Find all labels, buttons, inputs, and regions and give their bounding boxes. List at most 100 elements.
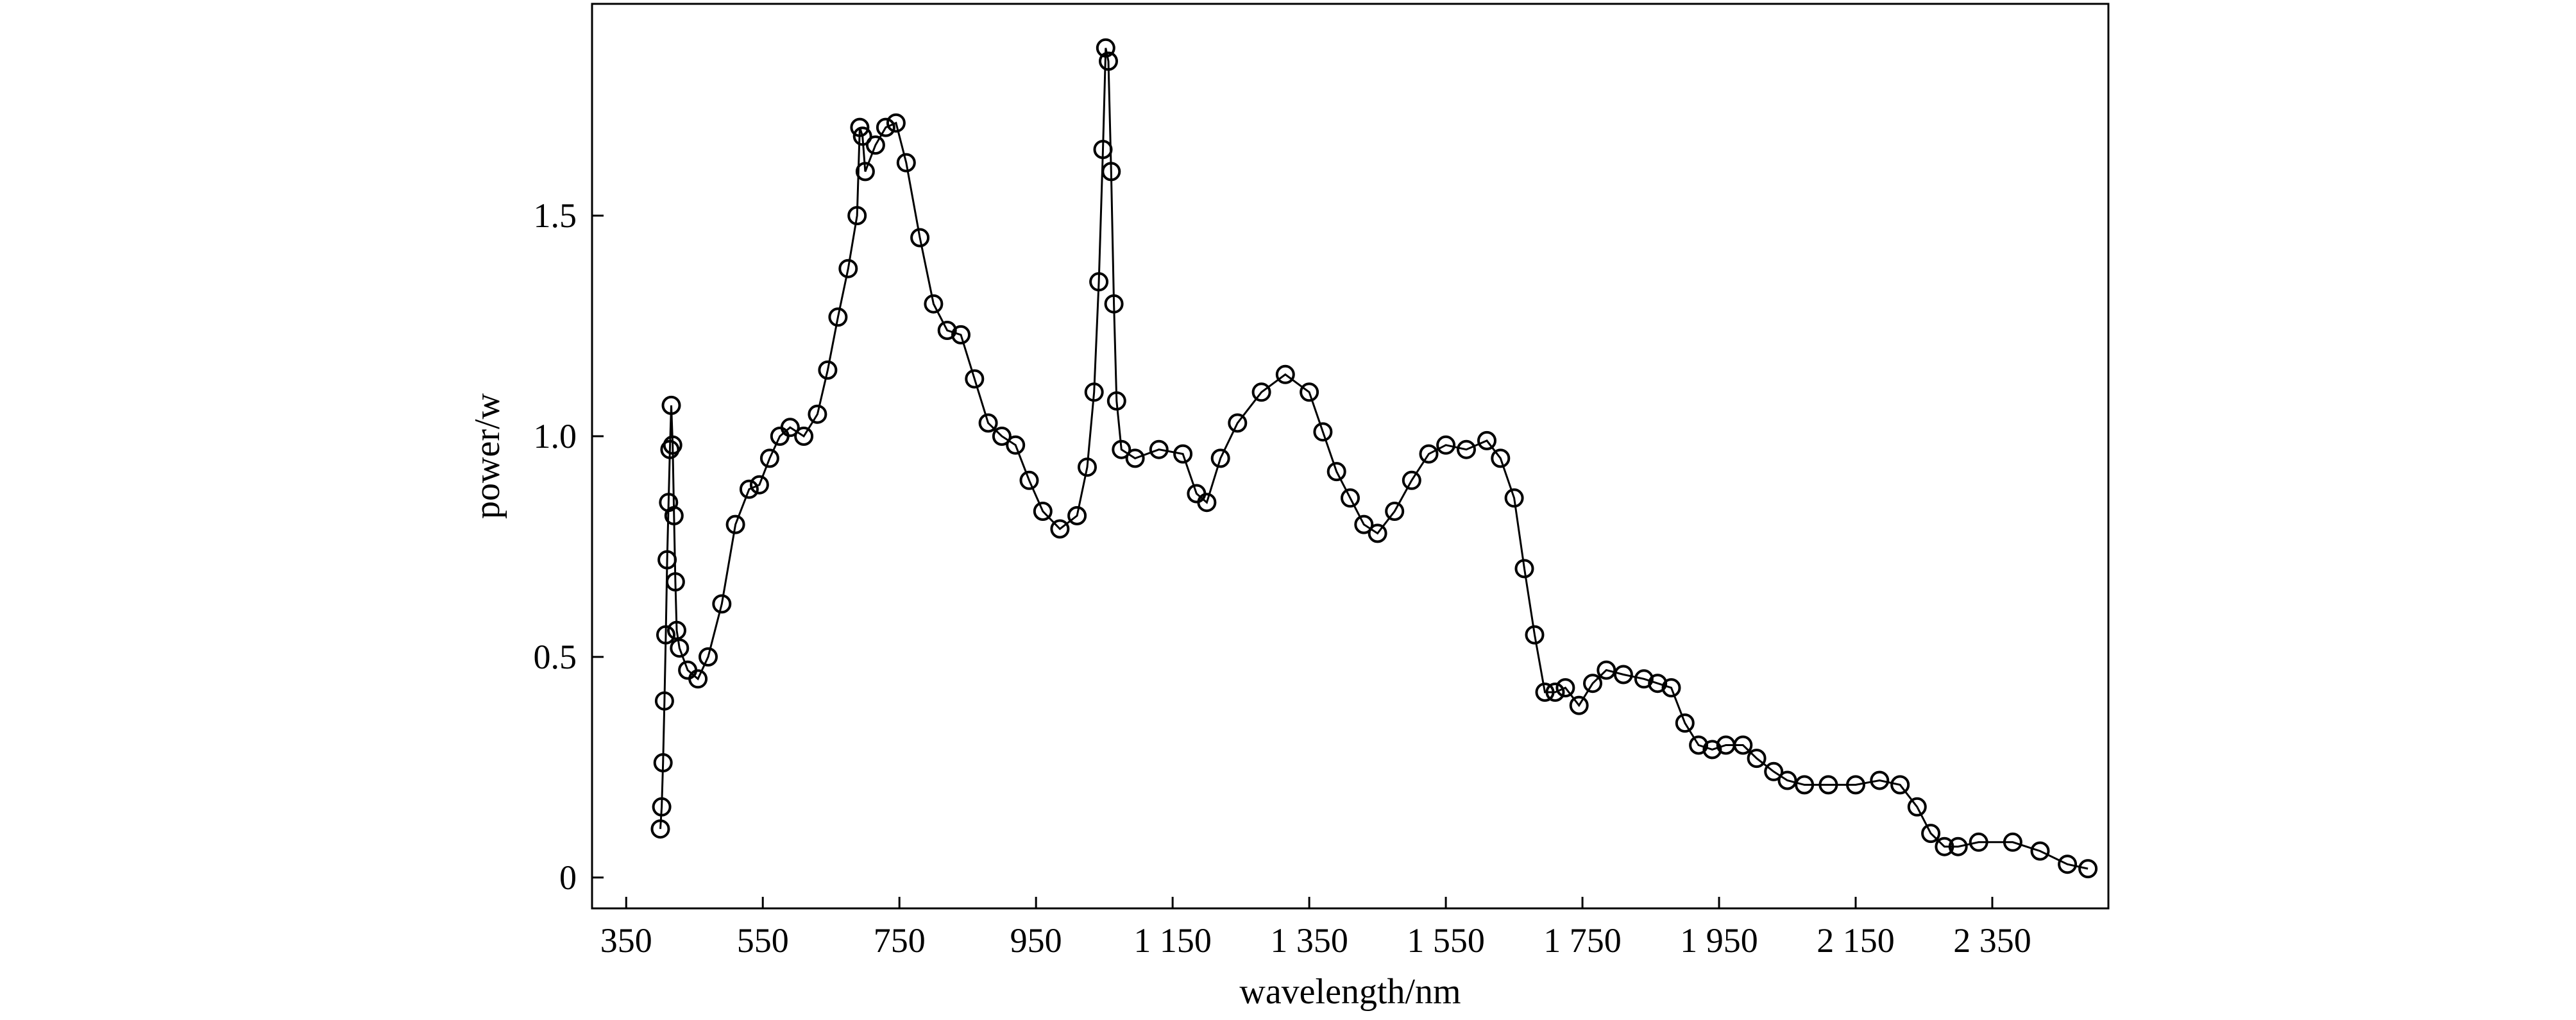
data-point — [1385, 502, 1405, 521]
data-point — [670, 638, 690, 658]
data-point — [1019, 470, 1039, 490]
data-point — [1689, 735, 1709, 755]
data-point — [1818, 775, 1838, 795]
data-point — [712, 594, 732, 614]
data-point — [1870, 770, 1890, 790]
data-point — [1326, 462, 1346, 482]
x-tick-label: 2 150 — [1817, 921, 1895, 960]
data-point — [2003, 832, 2022, 852]
data-point — [828, 307, 848, 327]
data-point — [1675, 713, 1695, 733]
data-point — [910, 228, 930, 248]
data-point — [688, 669, 708, 689]
x-tick-label: 550 — [737, 921, 789, 960]
data-point — [1099, 51, 1118, 71]
data-point — [1504, 488, 1524, 508]
data-point — [1093, 140, 1113, 159]
data-point — [1341, 488, 1360, 508]
data-point — [2058, 854, 2078, 874]
data-point — [652, 797, 672, 817]
data-point — [2078, 859, 2098, 879]
data-point — [1457, 439, 1476, 459]
data-point — [1078, 457, 1097, 477]
data-point — [749, 475, 769, 495]
data-point — [1890, 775, 1910, 795]
data-point — [850, 117, 870, 137]
data-point — [725, 514, 745, 534]
series-layer — [650, 38, 2098, 879]
x-tick-label: 350 — [600, 921, 652, 960]
data-point — [1436, 435, 1456, 455]
data-point — [759, 448, 779, 468]
data-point — [951, 325, 970, 344]
data-point — [847, 206, 867, 226]
data-point — [1597, 660, 1616, 680]
data-point — [1846, 775, 1865, 795]
data-point — [1661, 678, 1681, 698]
data-point — [818, 360, 838, 380]
data-point — [1149, 439, 1169, 459]
data-point — [1067, 506, 1087, 525]
data-point — [1613, 665, 1633, 684]
data-point — [663, 435, 682, 455]
data-point — [665, 572, 685, 591]
y-axis: 0 0.5 1.0 1.5 — [534, 196, 604, 897]
data-point — [739, 479, 759, 499]
data-point — [794, 427, 814, 446]
x-tick-label: 1 350 — [1270, 921, 1348, 960]
data-point — [1935, 837, 1954, 856]
data-point — [992, 427, 1012, 446]
data-point — [1089, 272, 1109, 292]
data-point — [1228, 413, 1248, 433]
data-point — [886, 113, 906, 133]
x-axis-title: wavelength/nm — [1239, 972, 1461, 1012]
data-point — [1764, 761, 1784, 781]
data-point — [1535, 683, 1555, 702]
data-point — [780, 418, 800, 438]
data-point — [1106, 391, 1126, 411]
data-point — [1634, 669, 1654, 689]
data-point — [1525, 625, 1545, 645]
data-point — [1210, 448, 1230, 468]
x-tick-label: 750 — [874, 921, 926, 960]
x-tick-label: 1 750 — [1543, 921, 1622, 960]
data-point — [1419, 444, 1439, 464]
data-point — [1733, 735, 1753, 755]
data-point — [808, 404, 827, 424]
data-point — [654, 691, 674, 711]
data-point — [1477, 430, 1496, 450]
plot-area-frame — [591, 3, 2110, 910]
data-point — [1112, 439, 1131, 459]
data-point — [2030, 841, 2050, 861]
data-point — [1084, 382, 1104, 402]
y-tick-label: 1.0 — [534, 417, 577, 455]
data-point — [1555, 678, 1575, 698]
y-tick-label: 0 — [559, 858, 577, 897]
data-point — [1251, 382, 1271, 402]
data-point — [965, 369, 985, 389]
data-point — [876, 117, 895, 137]
data-point — [1907, 797, 1927, 817]
data-point — [1569, 695, 1589, 715]
data-point — [1402, 470, 1421, 490]
data-point — [1491, 448, 1511, 468]
x-axis: 350 550 750 950 1 150 1 350 1 550 1 750 1 950 2 1… — [600, 897, 2031, 960]
x-tick-label: 2 350 — [1953, 921, 2031, 960]
data-point — [650, 819, 670, 839]
data-point — [924, 294, 944, 314]
data-point — [1125, 448, 1145, 468]
data-point — [1101, 162, 1121, 182]
data-point — [1747, 749, 1767, 769]
y-tick-label: 1.5 — [534, 196, 577, 235]
data-point — [664, 506, 684, 525]
data-point — [1096, 38, 1115, 58]
data-point — [1354, 514, 1374, 534]
data-point — [1300, 382, 1319, 402]
data-point — [1006, 435, 1026, 455]
x-tick-label: 1 150 — [1133, 921, 1212, 960]
data-point — [1648, 674, 1668, 693]
data-point — [1033, 502, 1053, 521]
data-point — [865, 135, 885, 155]
data-point — [667, 620, 686, 640]
